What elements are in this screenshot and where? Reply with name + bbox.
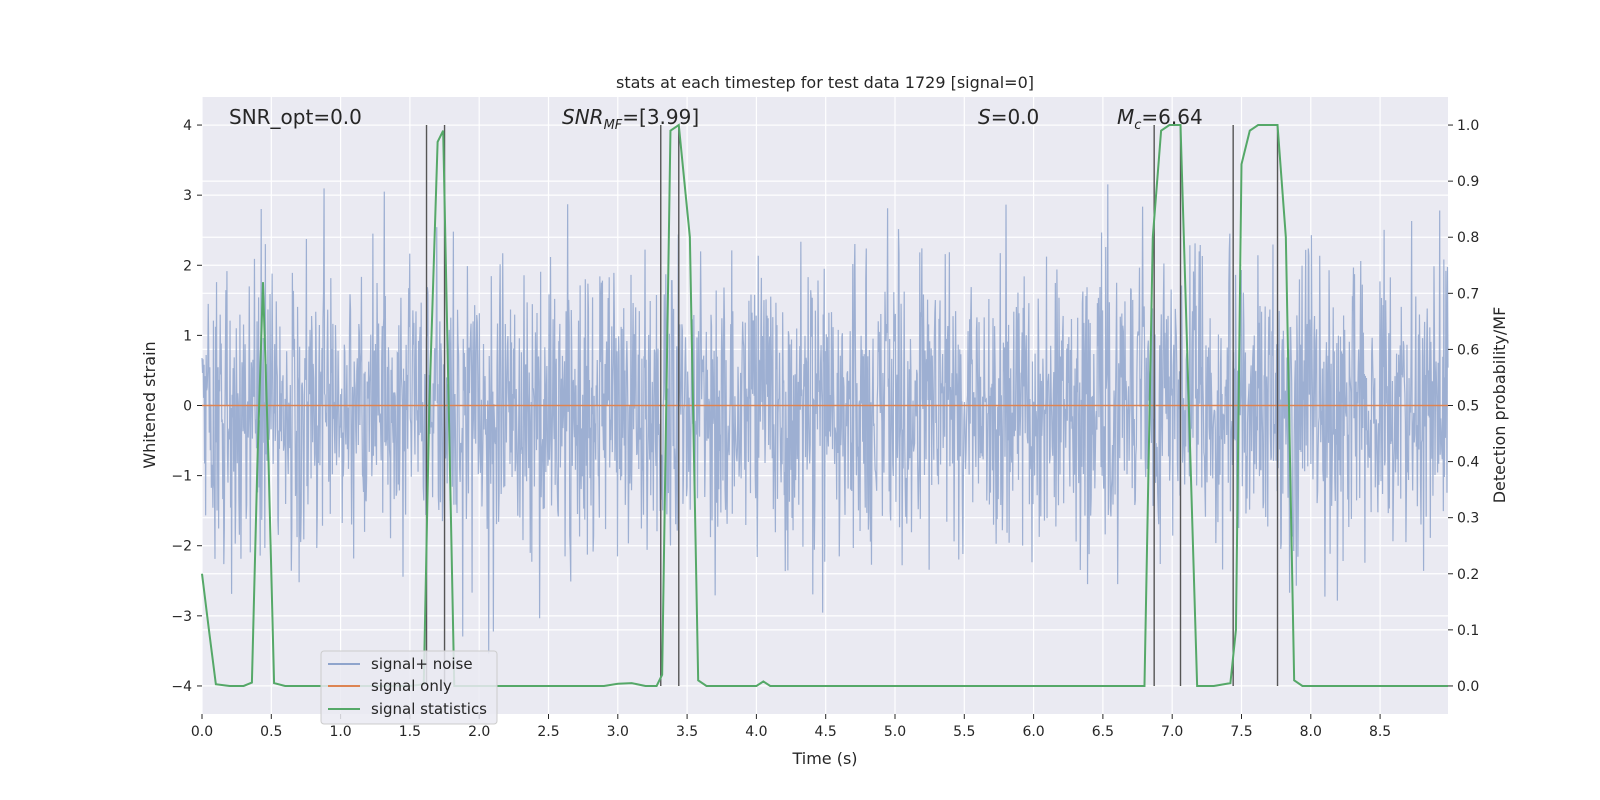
y2-tick-label: 0.9 [1457,174,1479,190]
noise-line [201,184,1449,654]
annotation-s: S=0.0 [978,105,1039,129]
y2-axis-label: Detection probability/MF [1490,307,1509,504]
legend-label-noise: signal+ noise [371,655,473,673]
y2-axis-ticks: 0.0 0.1 0.2 0.3 0.4 0.5 0.6 0.7 0.8 0.9 1.0 [1448,118,1479,695]
x-tick-label: 0.5 [260,724,282,740]
signal-noise-series [201,184,1449,654]
legend-label-stats: signal statistics [371,700,487,718]
x-tick-label: 4.5 [815,724,837,740]
x-tick-label: 5.0 [884,724,906,740]
y-tick-label: 2 [183,258,192,274]
x-tick-label: 4.0 [745,724,767,740]
y-tick-label: 3 [183,188,192,204]
signal-statistics-series [201,123,1448,687]
y2-tick-label: 0.5 [1457,399,1479,415]
x-tick-label: 7.5 [1230,724,1252,740]
annotation-snr-mf: SNRMF=[3.99] [562,105,699,133]
y2-tick-label: 0.1 [1457,623,1479,639]
y-tick-label: 4 [183,118,192,134]
x-tick-label: 2.5 [537,724,559,740]
y-axis-label: Whitened strain [140,341,159,468]
y-tick-label: −1 [171,469,192,485]
y-tick-label: −3 [171,609,192,625]
x-tick-label: 1.5 [399,724,421,740]
legend-box [320,650,498,725]
y2-tick-label: 0.7 [1457,286,1479,302]
x-tick-label: 0.0 [191,724,213,740]
y-tick-label: 0 [183,399,192,415]
x-tick-label: 8.0 [1300,724,1322,740]
x-axis-label: Time (s) [791,749,857,768]
y-tick-label: −4 [171,679,192,695]
y-axis-ticks: −4 −3 −2 −1 0 1 2 3 4 [171,118,202,695]
x-tick-label: 7.0 [1161,724,1183,740]
x-tick-label: 1.0 [329,724,351,740]
x-tick-label: 6.0 [1022,724,1044,740]
annotation-mc: Mc=6.64 [1117,105,1203,133]
x-tick-label: 8.5 [1369,724,1391,740]
annotation-snr-opt: SNR_opt=0.0 [229,105,362,129]
x-tick-label: 3.0 [607,724,629,740]
statistics-line [201,123,1448,687]
trigger-lines [425,125,1279,686]
y2-tick-label: 0.2 [1457,567,1479,583]
x-tick-label: 5.5 [953,724,975,740]
x-tick-label: 2.0 [468,724,490,740]
y-tick-label: 1 [183,328,192,344]
y2-tick-label: 0.8 [1457,230,1479,246]
legend: signal+ noise signal only signal statist… [320,650,498,725]
y2-tick-label: 1.0 [1457,118,1479,134]
y2-tick-label: 0.6 [1457,342,1479,358]
x-tick-label: 3.5 [676,724,698,740]
y-tick-label: −2 [171,539,192,555]
y2-tick-label: 0.3 [1457,511,1479,527]
x-tick-label: 6.5 [1092,724,1114,740]
x-axis-ticks: 0.0 0.5 1.0 1.5 2.0 2.5 3.0 3.5 4.0 4.5 5.0 5.5 6.0 6… [191,714,1391,740]
y2-tick-label: 0.0 [1457,679,1479,695]
chart-title: stats at each timestep for test data 172… [616,73,1034,92]
y2-tick-label: 0.4 [1457,455,1479,471]
legend-label-signal: signal only [371,677,452,695]
